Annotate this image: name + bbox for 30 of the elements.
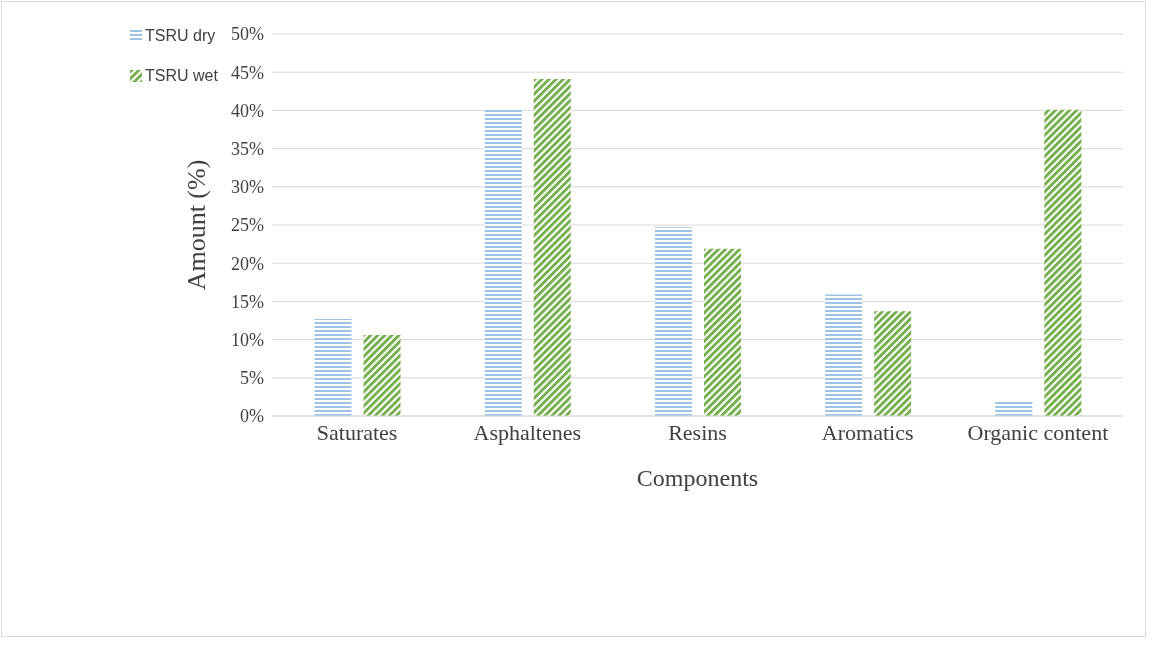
- y-tick-label: 5%: [240, 368, 264, 389]
- y-tick-label: 10%: [231, 329, 264, 350]
- y-tick-label: 15%: [231, 291, 264, 312]
- y-tick-label: 25%: [231, 215, 264, 236]
- x-tick-label: Saturates: [316, 419, 398, 445]
- bar: [484, 108, 522, 416]
- x-tick-label: Asphaltenes: [473, 419, 582, 445]
- bar: [1044, 109, 1082, 416]
- legend-label: TSRU wet: [145, 67, 218, 85]
- y-tick-label: 0%: [240, 406, 264, 427]
- y-tick-label: 30%: [231, 177, 264, 198]
- x-tick-label: Aromatics: [821, 419, 914, 445]
- y-axis-title: Amount (%): [182, 159, 212, 291]
- bar: [703, 248, 741, 416]
- y-tick-label: 50%: [231, 24, 264, 45]
- bar: [874, 311, 912, 416]
- y-tick-label: 40%: [231, 100, 264, 121]
- x-tick-label: Resins: [668, 419, 727, 445]
- bar: [314, 318, 352, 416]
- bar: [654, 227, 692, 416]
- y-tick-label: 45%: [231, 62, 264, 83]
- bar: [533, 79, 571, 416]
- y-tick-label: 20%: [231, 253, 264, 274]
- x-tick-label: Organic content: [967, 419, 1109, 445]
- legend-label: TSRU dry: [145, 27, 216, 45]
- bar: [825, 294, 863, 416]
- x-axis-title: Components: [636, 465, 759, 491]
- bar: [363, 335, 401, 416]
- y-tick-label: 35%: [231, 138, 264, 159]
- bar: [995, 400, 1033, 416]
